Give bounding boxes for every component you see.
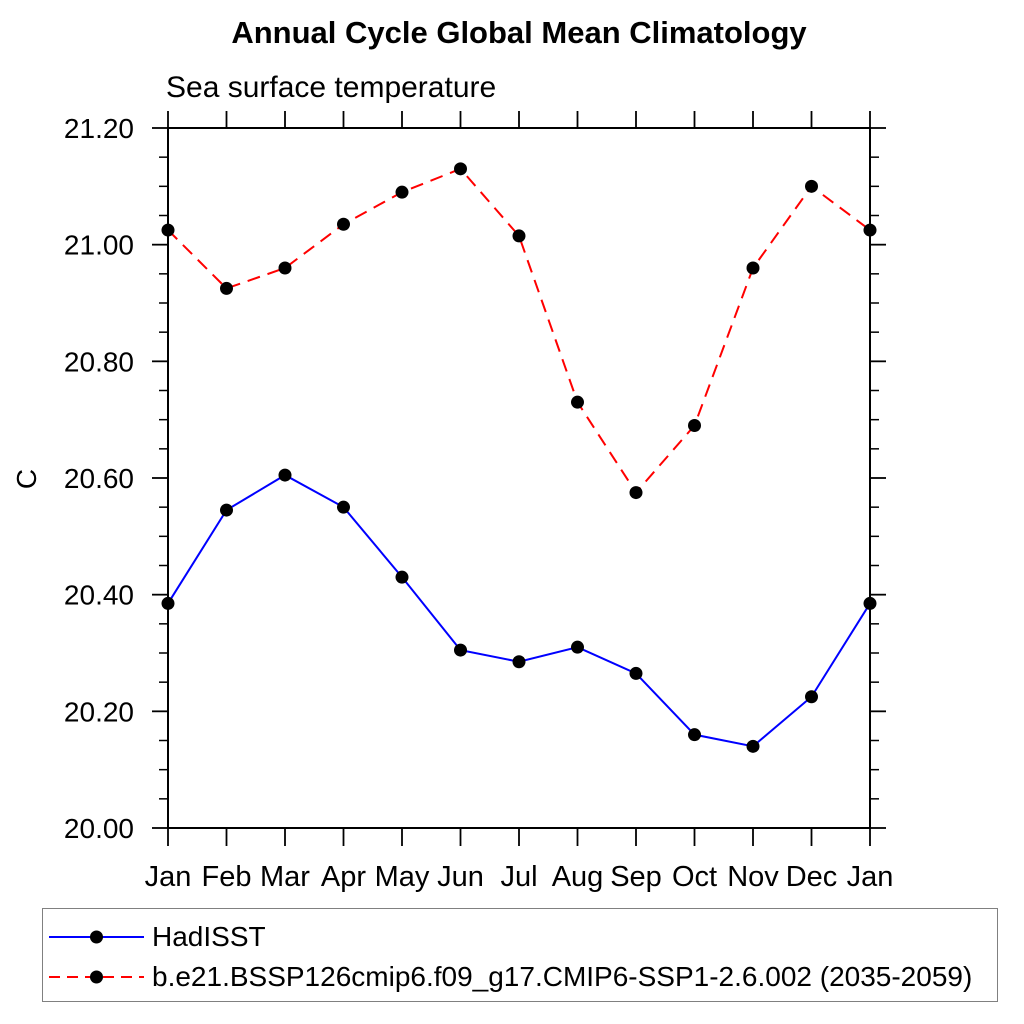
data-point-marker — [220, 503, 233, 517]
x-tick-label: Oct — [672, 861, 717, 893]
data-point-marker — [161, 223, 175, 237]
data-point-marker — [688, 728, 701, 742]
legend-line-sample-dashed — [49, 970, 144, 984]
x-tick-label: Mar — [260, 861, 310, 893]
data-point-marker — [454, 643, 467, 657]
y-tick-label: 20.80 — [64, 346, 134, 377]
x-tick-label: Sep — [610, 861, 662, 893]
data-point-marker — [688, 419, 701, 432]
data-point-marker — [863, 223, 877, 237]
chart-title: Annual Cycle Global Mean Climatology — [231, 15, 807, 50]
x-tick-label: Nov — [727, 861, 779, 893]
data-point-marker — [512, 229, 526, 243]
data-point-marker — [629, 666, 643, 680]
x-tick-label: Dec — [786, 861, 838, 893]
legend: HadISST b.e21.BSSP126cmip6.f09_g17.CMIP6… — [42, 908, 998, 1002]
data-point-marker — [746, 261, 760, 275]
data-point-marker — [571, 640, 584, 654]
x-tick-label: Aug — [552, 861, 604, 893]
x-tick-label: Apr — [321, 861, 366, 893]
x-tick-label: Jan — [145, 861, 192, 893]
plot-frame — [167, 127, 871, 829]
y-tick-label: 21.20 — [64, 113, 134, 144]
chart-subtitle: Sea surface temperature — [166, 71, 497, 104]
y-tick-label: 20.40 — [64, 580, 134, 611]
data-point-marker — [629, 486, 643, 500]
series-line — [167, 473, 871, 748]
y-tick-label: 20.00 — [64, 813, 134, 844]
data-point-marker — [337, 500, 350, 514]
legend-item-model: b.e21.BSSP126cmip6.f09_g17.CMIP6-SSP1-2.… — [49, 961, 972, 993]
data-point-marker — [278, 261, 292, 275]
data-point-marker — [278, 468, 292, 482]
data-point-marker — [863, 596, 877, 610]
legend-label: HadISST — [152, 921, 266, 952]
data-point-marker — [337, 217, 350, 231]
x-tick-label: May — [375, 861, 430, 893]
data-point-marker — [161, 596, 175, 610]
data-point-marker — [512, 655, 526, 669]
y-tick-label: 20.20 — [64, 696, 134, 727]
legend-line-sample-solid — [49, 930, 144, 944]
data-point-marker — [805, 179, 818, 193]
data-point-marker — [220, 281, 233, 295]
series-line — [167, 167, 871, 495]
legend-label: b.e21.BSSP126cmip6.f09_g17.CMIP6-SSP1-2.… — [152, 961, 973, 992]
y-tick-label: 21.00 — [64, 230, 134, 261]
y-axis-label: C — [11, 469, 42, 489]
data-point-marker — [571, 395, 584, 409]
data-point-marker — [395, 185, 409, 199]
x-tick-label: Jul — [500, 861, 537, 893]
data-point-marker — [395, 570, 409, 584]
x-tick-label: Feb — [202, 861, 252, 893]
data-point-marker — [454, 162, 467, 176]
x-tick-label: Jun — [437, 861, 484, 893]
x-tick-label: Jan — [847, 861, 894, 893]
data-point-marker — [805, 690, 818, 704]
data-point-marker — [746, 739, 760, 753]
y-tick-label: 20.60 — [64, 463, 134, 494]
legend-item-hadisst: HadISST — [49, 921, 266, 953]
